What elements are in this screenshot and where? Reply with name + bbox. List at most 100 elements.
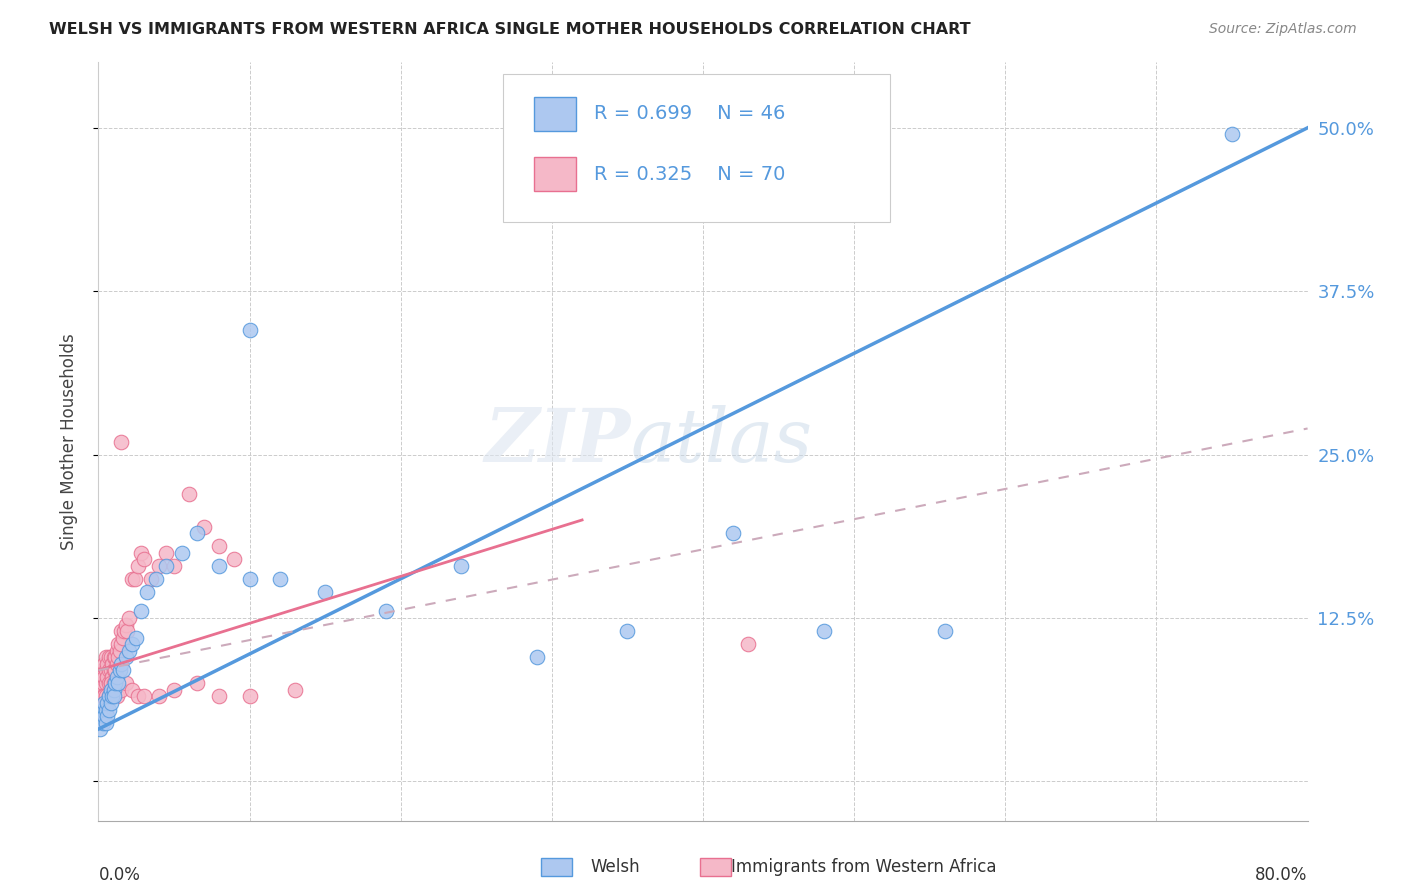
Point	[110, 657, 132, 671]
Point	[132, 690, 155, 704]
Point	[132, 552, 155, 566]
Point	[96, 657, 118, 671]
Point	[114, 676, 136, 690]
Point	[127, 558, 149, 573]
Point	[107, 676, 129, 690]
Point	[91, 690, 114, 704]
Text: WELSH VS IMMIGRANTS FROM WESTERN AFRICA SINGLE MOTHER HOUSEHOLDS CORRELATION CHA: WELSH VS IMMIGRANTS FROM WESTERN AFRICA …	[49, 22, 970, 37]
Point	[100, 682, 122, 697]
Point	[737, 637, 759, 651]
Point	[118, 611, 141, 625]
Point	[239, 323, 262, 337]
Point	[208, 558, 231, 573]
Point	[108, 663, 131, 677]
Point	[93, 690, 115, 704]
Point	[103, 690, 125, 704]
Point	[1220, 128, 1243, 142]
Point	[101, 657, 124, 671]
Point	[94, 715, 117, 730]
Point	[616, 624, 638, 639]
Point	[91, 676, 114, 690]
Point	[121, 682, 143, 697]
Point	[89, 722, 111, 736]
Point	[94, 650, 117, 665]
Point	[170, 546, 193, 560]
Point	[179, 487, 201, 501]
Point	[94, 676, 117, 690]
Point	[314, 585, 336, 599]
Point	[103, 650, 125, 665]
Point	[129, 546, 152, 560]
Point	[94, 690, 117, 704]
Point	[98, 650, 121, 665]
Point	[96, 709, 118, 723]
Point	[93, 709, 115, 723]
Point	[127, 690, 149, 704]
Point	[110, 434, 132, 449]
Point	[450, 558, 472, 573]
Point	[239, 690, 262, 704]
Point	[110, 637, 132, 651]
Point	[90, 709, 112, 723]
Point	[105, 657, 128, 671]
Point	[723, 526, 745, 541]
Point	[104, 676, 127, 690]
Text: Source: ZipAtlas.com: Source: ZipAtlas.com	[1209, 22, 1357, 37]
Point	[100, 663, 122, 677]
Point	[93, 657, 115, 671]
Point	[145, 572, 167, 586]
Point	[208, 539, 231, 553]
Point	[111, 631, 134, 645]
Point	[111, 663, 134, 677]
Point	[114, 650, 136, 665]
FancyBboxPatch shape	[534, 96, 576, 130]
Point	[91, 702, 114, 716]
Point	[208, 690, 231, 704]
Point	[98, 690, 121, 704]
Point	[374, 605, 396, 619]
Point	[96, 670, 118, 684]
Point	[284, 682, 307, 697]
Point	[148, 558, 170, 573]
Point	[934, 624, 956, 639]
Point	[124, 572, 146, 586]
Y-axis label: Single Mother Households: Single Mother Households	[59, 334, 77, 549]
Text: 0.0%: 0.0%	[98, 866, 141, 884]
Point	[121, 637, 143, 651]
Point	[163, 682, 186, 697]
Text: R = 0.699    N = 46: R = 0.699 N = 46	[595, 104, 786, 123]
Point	[155, 546, 177, 560]
Point	[101, 690, 124, 704]
Point	[94, 663, 117, 677]
Point	[114, 617, 136, 632]
Point	[104, 650, 127, 665]
Point	[269, 572, 291, 586]
Point	[129, 605, 152, 619]
Point	[112, 624, 135, 639]
Text: 80.0%: 80.0%	[1256, 866, 1308, 884]
FancyBboxPatch shape	[503, 74, 890, 221]
Point	[105, 670, 128, 684]
Point	[193, 519, 215, 533]
Point	[90, 670, 112, 684]
Point	[98, 676, 121, 690]
Point	[155, 558, 177, 573]
Point	[100, 676, 122, 690]
Text: R = 0.325    N = 70: R = 0.325 N = 70	[595, 165, 786, 184]
Point	[105, 643, 128, 657]
FancyBboxPatch shape	[534, 157, 576, 191]
Point	[121, 572, 143, 586]
Point	[104, 663, 127, 677]
Point	[101, 670, 124, 684]
Point	[163, 558, 186, 573]
Point	[94, 702, 117, 716]
Text: Welsh: Welsh	[591, 858, 640, 876]
Point	[125, 631, 148, 645]
Point	[107, 650, 129, 665]
Point	[107, 637, 129, 651]
Point	[110, 682, 132, 697]
Point	[98, 702, 121, 716]
Point	[93, 696, 115, 710]
Text: atlas: atlas	[630, 405, 813, 478]
Point	[105, 690, 128, 704]
